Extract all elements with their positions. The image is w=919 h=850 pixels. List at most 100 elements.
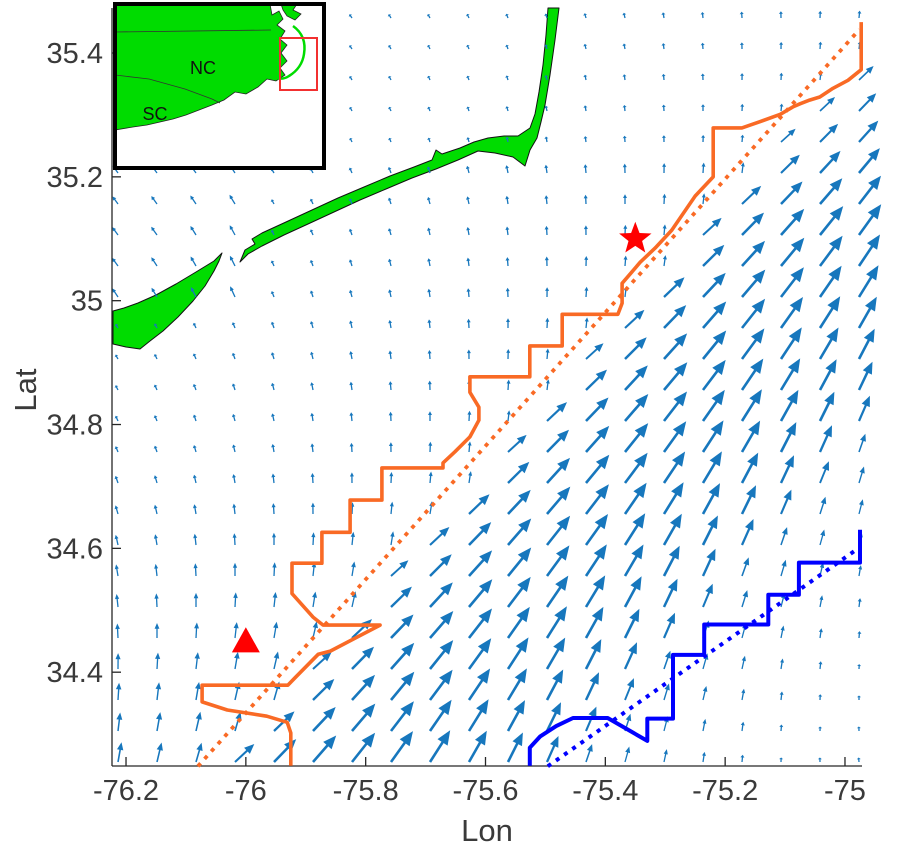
- current-vector: [741, 240, 765, 267]
- current-vector: [663, 650, 671, 670]
- current-vector: [858, 120, 879, 143]
- current-vector: [507, 518, 532, 546]
- current-vector: [623, 608, 640, 639]
- current-vector: [427, 45, 431, 50]
- current-vector: [505, 165, 509, 174]
- current-vector: [467, 441, 472, 453]
- current-vector: [388, 320, 393, 329]
- current-vector: [740, 420, 761, 453]
- current-vector: [857, 598, 862, 608]
- station-triangle: [231, 627, 260, 653]
- current-vector: [661, 43, 666, 50]
- current-vector: [270, 352, 275, 360]
- current-vector: [857, 328, 875, 360]
- current-vector: [388, 411, 393, 422]
- current-vector: [779, 297, 803, 329]
- current-vector: [154, 563, 159, 577]
- current-vector: [506, 732, 523, 763]
- current-vector: [507, 434, 527, 453]
- current-vector: [780, 527, 788, 546]
- current-vector: [195, 742, 203, 763]
- current-vector: [818, 661, 823, 670]
- current-vector: [740, 103, 745, 112]
- southeast-front-linear-fit: [546, 546, 860, 768]
- current-vector: [348, 14, 353, 19]
- current-vector: [428, 640, 454, 670]
- y-tick-label: 35.4: [47, 38, 103, 70]
- current-vector: [662, 545, 680, 577]
- current-vector: [701, 193, 706, 205]
- current-vector: [622, 74, 627, 81]
- current-vector: [623, 423, 649, 453]
- current-vector: [153, 445, 158, 453]
- current-vector: [427, 137, 431, 143]
- current-vector: [818, 235, 843, 267]
- y-tick-label: 34.6: [47, 533, 103, 565]
- current-vector: [740, 485, 756, 515]
- current-vector: [663, 305, 687, 329]
- current-vector: [505, 257, 510, 267]
- current-vector: [195, 682, 201, 701]
- current-vector: [428, 669, 453, 701]
- x-tick-label: -75.8: [333, 775, 399, 807]
- current-vector: [429, 582, 453, 608]
- current-vector: [231, 322, 236, 329]
- current-vector: [272, 592, 278, 608]
- current-vector: [740, 358, 764, 391]
- current-vector: [387, 45, 392, 50]
- southeast-front-detected: [527, 529, 862, 766]
- station-markers: [231, 221, 652, 653]
- current-vector: [468, 494, 490, 515]
- current-vector: [270, 199, 275, 205]
- current-vector: [544, 105, 549, 112]
- current-vector: [505, 106, 510, 112]
- current-vector: [312, 707, 336, 732]
- current-vector: [506, 576, 531, 608]
- x-tick-label: -76.2: [93, 775, 159, 807]
- current-vector: [232, 444, 236, 453]
- current-vector: [151, 287, 158, 298]
- current-vector: [312, 679, 335, 701]
- current-vector: [780, 559, 787, 577]
- current-vector: [701, 359, 726, 391]
- current-vector: [309, 198, 314, 205]
- current-vector: [428, 699, 452, 732]
- current-vector: [818, 628, 823, 639]
- current-vector: [545, 637, 566, 670]
- current-vector: [623, 642, 637, 670]
- current-vector: [583, 164, 588, 174]
- current-vector: [234, 651, 240, 670]
- current-vector: [623, 544, 644, 577]
- x-tick-label: -75.2: [692, 775, 758, 807]
- x-tick-label: -75.4: [572, 775, 638, 807]
- current-vector: [232, 533, 237, 546]
- current-vector: [115, 682, 122, 701]
- current-vector: [701, 548, 716, 577]
- current-vector: [741, 655, 746, 670]
- current-vector: [858, 433, 866, 453]
- current-vector: [740, 298, 766, 329]
- y-axis-label: Lat: [8, 368, 43, 411]
- current-vector: [114, 446, 119, 453]
- current-vector: [779, 42, 784, 50]
- current-vector: [545, 736, 559, 763]
- station-star: [619, 221, 652, 253]
- current-vector: [857, 204, 882, 236]
- current-vector: [701, 162, 706, 174]
- current-vector: [818, 10, 823, 19]
- current-vector: [779, 103, 784, 112]
- current-vector: [779, 267, 804, 298]
- current-vector: [309, 321, 314, 329]
- current-vector: [271, 413, 275, 422]
- current-vector: [272, 532, 276, 545]
- current-vector: [114, 475, 119, 484]
- current-vector: [153, 534, 158, 546]
- current-vector: [700, 73, 705, 81]
- current-vector: [468, 471, 473, 484]
- current-vector: [544, 164, 549, 174]
- current-vector: [624, 746, 631, 763]
- current-vector: [466, 227, 471, 236]
- current-vector: [112, 227, 119, 236]
- current-vector: [663, 362, 688, 391]
- current-vector: [622, 43, 627, 50]
